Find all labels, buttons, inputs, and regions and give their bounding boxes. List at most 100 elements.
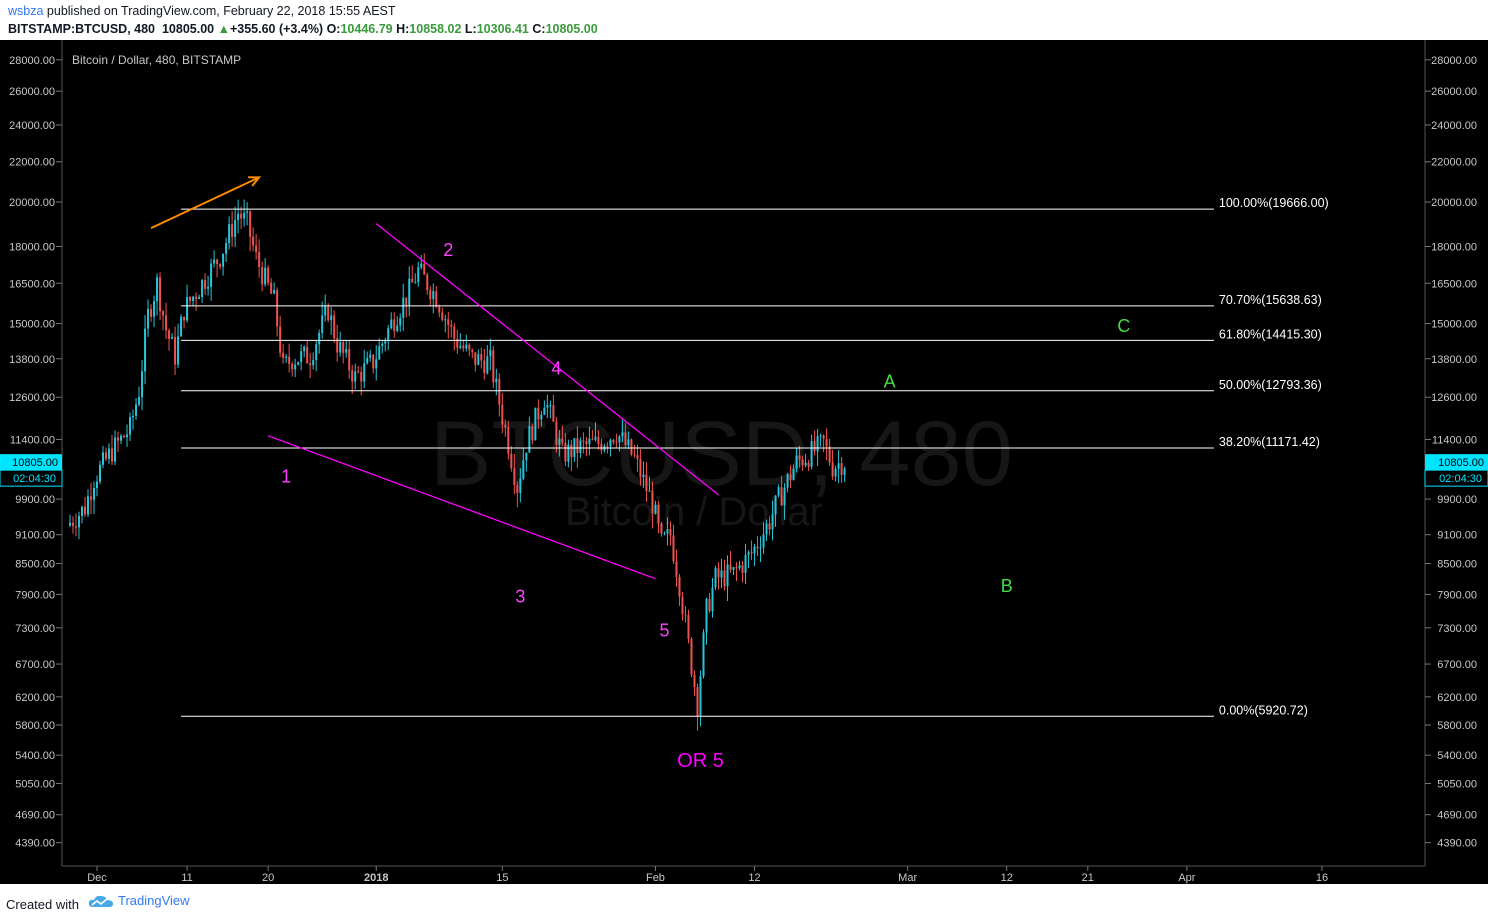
countdown-box — [1424, 469, 1488, 487]
time-axis[interactable]: Dec 11 20 2018 15 Feb 12 Mar 12 21 Apr 16 — [87, 866, 1328, 884]
open-label: O: — [326, 22, 341, 36]
candle-body — [666, 529, 669, 534]
y-tick-label-right: 18000.00 — [1431, 242, 1477, 254]
candle-body — [324, 306, 327, 316]
price-change: +355.60 (+3.4%) — [229, 22, 324, 36]
candle-body — [270, 282, 273, 294]
close-value: 10805.00 — [545, 22, 598, 36]
candle-body — [471, 349, 474, 353]
candle-body — [789, 474, 792, 480]
upper-wedge-line[interactable] — [375, 223, 719, 496]
candle-body — [801, 459, 804, 466]
candle-body — [135, 404, 138, 416]
publisher-link[interactable]: wsbza — [8, 4, 44, 18]
candle-body — [468, 344, 471, 350]
y-tick-label-right: 7900.00 — [1437, 589, 1477, 601]
candle-body — [102, 452, 105, 465]
candle-body — [714, 568, 717, 588]
price-axis-left[interactable]: 4390.00 4690.00 5050.00 5400.00 5800.00 6200.… — [9, 55, 62, 850]
candle-body — [405, 297, 408, 305]
candle-body — [492, 350, 495, 383]
price-axis-right[interactable]: 4390.00 4690.00 5050.00 5400.00 5800.00 6200.… — [1425, 55, 1477, 850]
candle-body — [687, 614, 690, 639]
candle-body — [216, 259, 219, 265]
candle-body — [369, 354, 372, 358]
candle-body — [83, 506, 86, 515]
candle-body — [234, 219, 237, 237]
candle-body — [237, 213, 240, 220]
candle-body — [249, 211, 252, 237]
candle-body — [843, 468, 846, 475]
candle-body — [162, 311, 165, 316]
y-tick-label-right: 6200.00 — [1437, 692, 1477, 704]
candle-body — [675, 561, 678, 577]
arrow-line[interactable] — [150, 176, 260, 230]
y-tick-label-right: 9900.00 — [1437, 494, 1477, 506]
candle-body — [591, 438, 594, 440]
candle-body — [750, 552, 753, 554]
candle-body — [80, 506, 83, 516]
candle-body — [483, 360, 486, 374]
candle-body — [399, 317, 402, 326]
candle-body — [543, 407, 546, 415]
candle-body — [117, 437, 120, 441]
y-tick-label: 12600.00 — [9, 392, 55, 404]
candle-body — [309, 363, 312, 366]
candle-body — [417, 267, 420, 283]
candle-body — [780, 487, 783, 506]
candle-body — [315, 344, 318, 361]
candle-body — [699, 676, 702, 717]
y-tick-label: 28000.00 — [9, 55, 55, 67]
low-value: 10306.41 — [476, 22, 529, 36]
wave-label: 3 — [515, 587, 525, 607]
candle-body — [132, 415, 135, 418]
candle-body — [504, 424, 507, 428]
candle-body — [342, 342, 345, 353]
created-with-label: Created with — [6, 897, 79, 912]
candle-body — [621, 432, 624, 437]
candle-body — [327, 306, 330, 321]
candle-body — [420, 263, 423, 268]
wave-label: 2 — [443, 240, 453, 260]
candle-body — [582, 440, 585, 442]
candle-body — [522, 460, 525, 479]
candle-body — [336, 338, 339, 353]
candle-body — [480, 354, 483, 361]
fib-retracement[interactable]: 100.00%(19666.00) 70.70%(15638.63) 61.80%(… — [181, 196, 1329, 717]
chart-header: wsbza published on TradingView.com, Febr… — [0, 0, 1488, 40]
candle-body — [669, 529, 672, 536]
candle-body — [114, 437, 117, 462]
candle-body — [357, 371, 360, 373]
candle-body — [393, 319, 396, 331]
candle-body — [68, 522, 71, 526]
wave-label: C — [1117, 316, 1130, 336]
x-tick-label: 2018 — [364, 872, 388, 884]
y-tick-label-right: 28000.00 — [1431, 55, 1477, 67]
wave-label: A — [884, 371, 896, 391]
candle-body — [177, 336, 180, 365]
y-tick-label: 7900.00 — [15, 589, 55, 601]
candle-body — [456, 338, 459, 348]
candle-body — [555, 421, 558, 445]
arrow-head — [248, 176, 262, 187]
candle-body — [441, 312, 444, 321]
candle-body — [639, 458, 642, 478]
candle-body — [690, 638, 693, 675]
candle-body — [711, 587, 714, 612]
candle-body — [183, 316, 186, 321]
tradingview-brand[interactable]: TradingView — [88, 893, 190, 908]
candle-body — [255, 245, 258, 253]
candle-body — [753, 546, 756, 554]
y-tick-label-right: 26000.00 — [1431, 86, 1477, 98]
candle-body — [804, 462, 807, 466]
x-tick-label: 16 — [1316, 872, 1328, 884]
candle-body — [786, 474, 789, 488]
candle-body — [816, 436, 819, 452]
candle-body — [738, 565, 741, 569]
candle-body — [363, 363, 366, 382]
candle-body — [261, 267, 264, 285]
candle-body — [126, 434, 129, 438]
chart-background — [0, 40, 1488, 884]
lower-wedge-line[interactable] — [267, 435, 656, 580]
price-chart[interactable]: BTCUSD, 480 Bitcoin / Dollar 100.00%(196… — [0, 40, 1488, 884]
